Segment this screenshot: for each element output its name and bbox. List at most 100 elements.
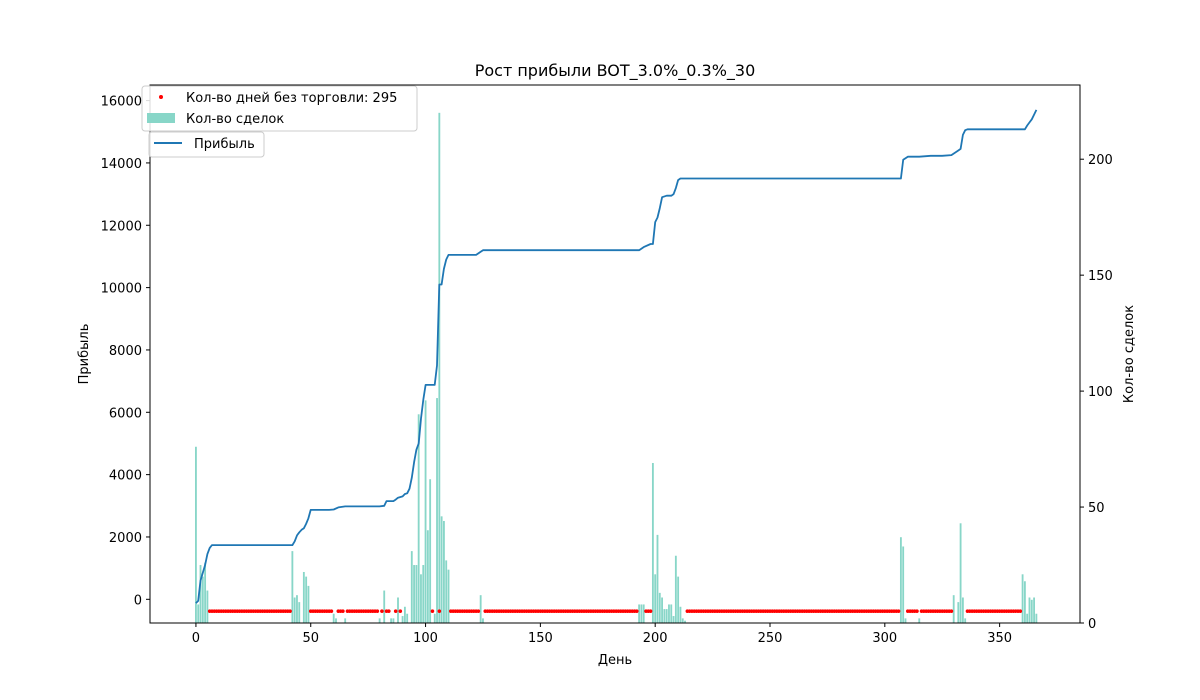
trades-bar — [443, 520, 445, 623]
trades-bar — [681, 618, 684, 623]
profit-line — [195, 109, 1038, 604]
trades-bar — [378, 618, 381, 623]
y-right-tick-label: 150 — [1088, 269, 1113, 284]
trades-bar — [436, 398, 438, 623]
x-tick-label: 0 — [192, 631, 200, 646]
legend-profit: Прибыль — [148, 131, 265, 158]
trades-bar — [413, 565, 415, 623]
y-tick-label: 6000 — [109, 406, 142, 421]
no-trade-point — [1018, 609, 1023, 613]
trades-bar — [406, 613, 409, 623]
trades-bar — [424, 400, 427, 623]
trades-bar — [961, 597, 964, 623]
trades-bar — [429, 479, 432, 623]
trades-bar — [959, 523, 962, 623]
profit-line-layer — [195, 109, 1038, 604]
trades-bar — [957, 602, 960, 623]
trades-bar — [964, 618, 967, 623]
trades-bar — [661, 597, 663, 623]
trades-bar — [298, 602, 301, 623]
legend-main: Кол-во дней без торговли: 295 Кол-во сде… — [141, 85, 418, 132]
trades-bar — [902, 546, 905, 623]
trades-bar — [201, 576, 204, 623]
trades-bar — [204, 562, 207, 623]
trades-bar — [291, 551, 294, 623]
trades-bar — [658, 592, 661, 623]
no-trade-point — [476, 609, 481, 613]
trades-bar — [1030, 599, 1033, 623]
trades-bar — [302, 571, 305, 623]
no-trade-point — [915, 609, 919, 613]
trades-bar — [433, 613, 436, 623]
no-trade-point — [896, 609, 901, 613]
no-trade-point — [430, 609, 435, 613]
trades-bar — [904, 618, 907, 623]
no-trade-point — [380, 609, 384, 613]
legend-no-trade-marker — [159, 95, 163, 99]
x-axis-label: День — [598, 653, 632, 668]
legend-profit-label: Прибыль — [194, 137, 255, 152]
y-right-tick-label: 0 — [1088, 617, 1096, 632]
y-tick-label: 2000 — [109, 531, 142, 546]
trades-bar — [392, 618, 395, 623]
trades-bar — [952, 595, 955, 623]
x-tick-label: 150 — [528, 631, 553, 646]
y-tick-label: 10000 — [101, 282, 142, 297]
no-trade-point — [329, 609, 334, 613]
trades-bar — [668, 604, 670, 623]
chart-title: Рост прибыли BOT_3.0%_0.3%_30 — [475, 61, 756, 81]
y-tick-label: 16000 — [101, 95, 142, 110]
trades-bar — [206, 590, 209, 623]
y-tick-label: 4000 — [109, 469, 142, 484]
trades-bar — [401, 616, 404, 623]
trades-bar — [479, 595, 482, 623]
x-tick-label: 50 — [302, 631, 319, 646]
y-tick-label: 8000 — [109, 344, 142, 359]
trades-bar — [426, 530, 429, 623]
trades-bar — [670, 604, 673, 623]
trades-bar — [1026, 613, 1029, 623]
legend-trades-swatch — [147, 113, 175, 123]
trades-bar — [1035, 613, 1038, 623]
trades-bar — [672, 616, 675, 623]
trades-bar — [1028, 597, 1031, 623]
trades-bar — [674, 555, 677, 623]
no-trade-point — [387, 609, 391, 613]
trades-bar — [417, 414, 420, 623]
trades-bar — [383, 590, 386, 623]
trades-bar — [1033, 597, 1035, 623]
y-axis-right-label: Кол-во сделок — [1122, 305, 1137, 403]
plot-frame — [149, 84, 1081, 624]
trades-bar — [293, 597, 296, 623]
trades-bar — [654, 574, 657, 623]
no-trade-point — [375, 609, 380, 613]
trades-bar — [447, 569, 450, 623]
trades-bar — [663, 609, 666, 623]
no-trade-point — [398, 609, 403, 613]
y-axis-label: Прибыль — [77, 324, 92, 385]
no-trade-point — [288, 609, 292, 613]
trades-bar — [296, 595, 298, 623]
trades-bar — [197, 604, 200, 623]
trades-bar — [679, 606, 682, 623]
y-ticks-right: 0 50 100 150 200 — [1080, 153, 1113, 632]
y-tick-label: 12000 — [101, 219, 142, 234]
no-trade-point — [635, 609, 639, 613]
no-trade-points — [207, 609, 1023, 613]
legend-profit-box — [148, 131, 265, 158]
trades-bar — [195, 446, 197, 623]
trades-bar — [305, 576, 308, 623]
trades-bar — [438, 112, 441, 624]
trades-bar — [344, 618, 347, 623]
trades-bars — [195, 112, 1038, 624]
x-tick-label: 350 — [987, 631, 1012, 646]
no-trade-point — [341, 609, 345, 613]
trades-bar — [638, 604, 641, 623]
legend-main-box — [141, 85, 418, 132]
trades-bar — [445, 560, 448, 623]
trades-bar — [440, 516, 443, 623]
no-trade-point — [648, 609, 653, 613]
legend-trades-label: Кол-во сделок — [186, 112, 284, 127]
trades-bar — [307, 585, 310, 623]
